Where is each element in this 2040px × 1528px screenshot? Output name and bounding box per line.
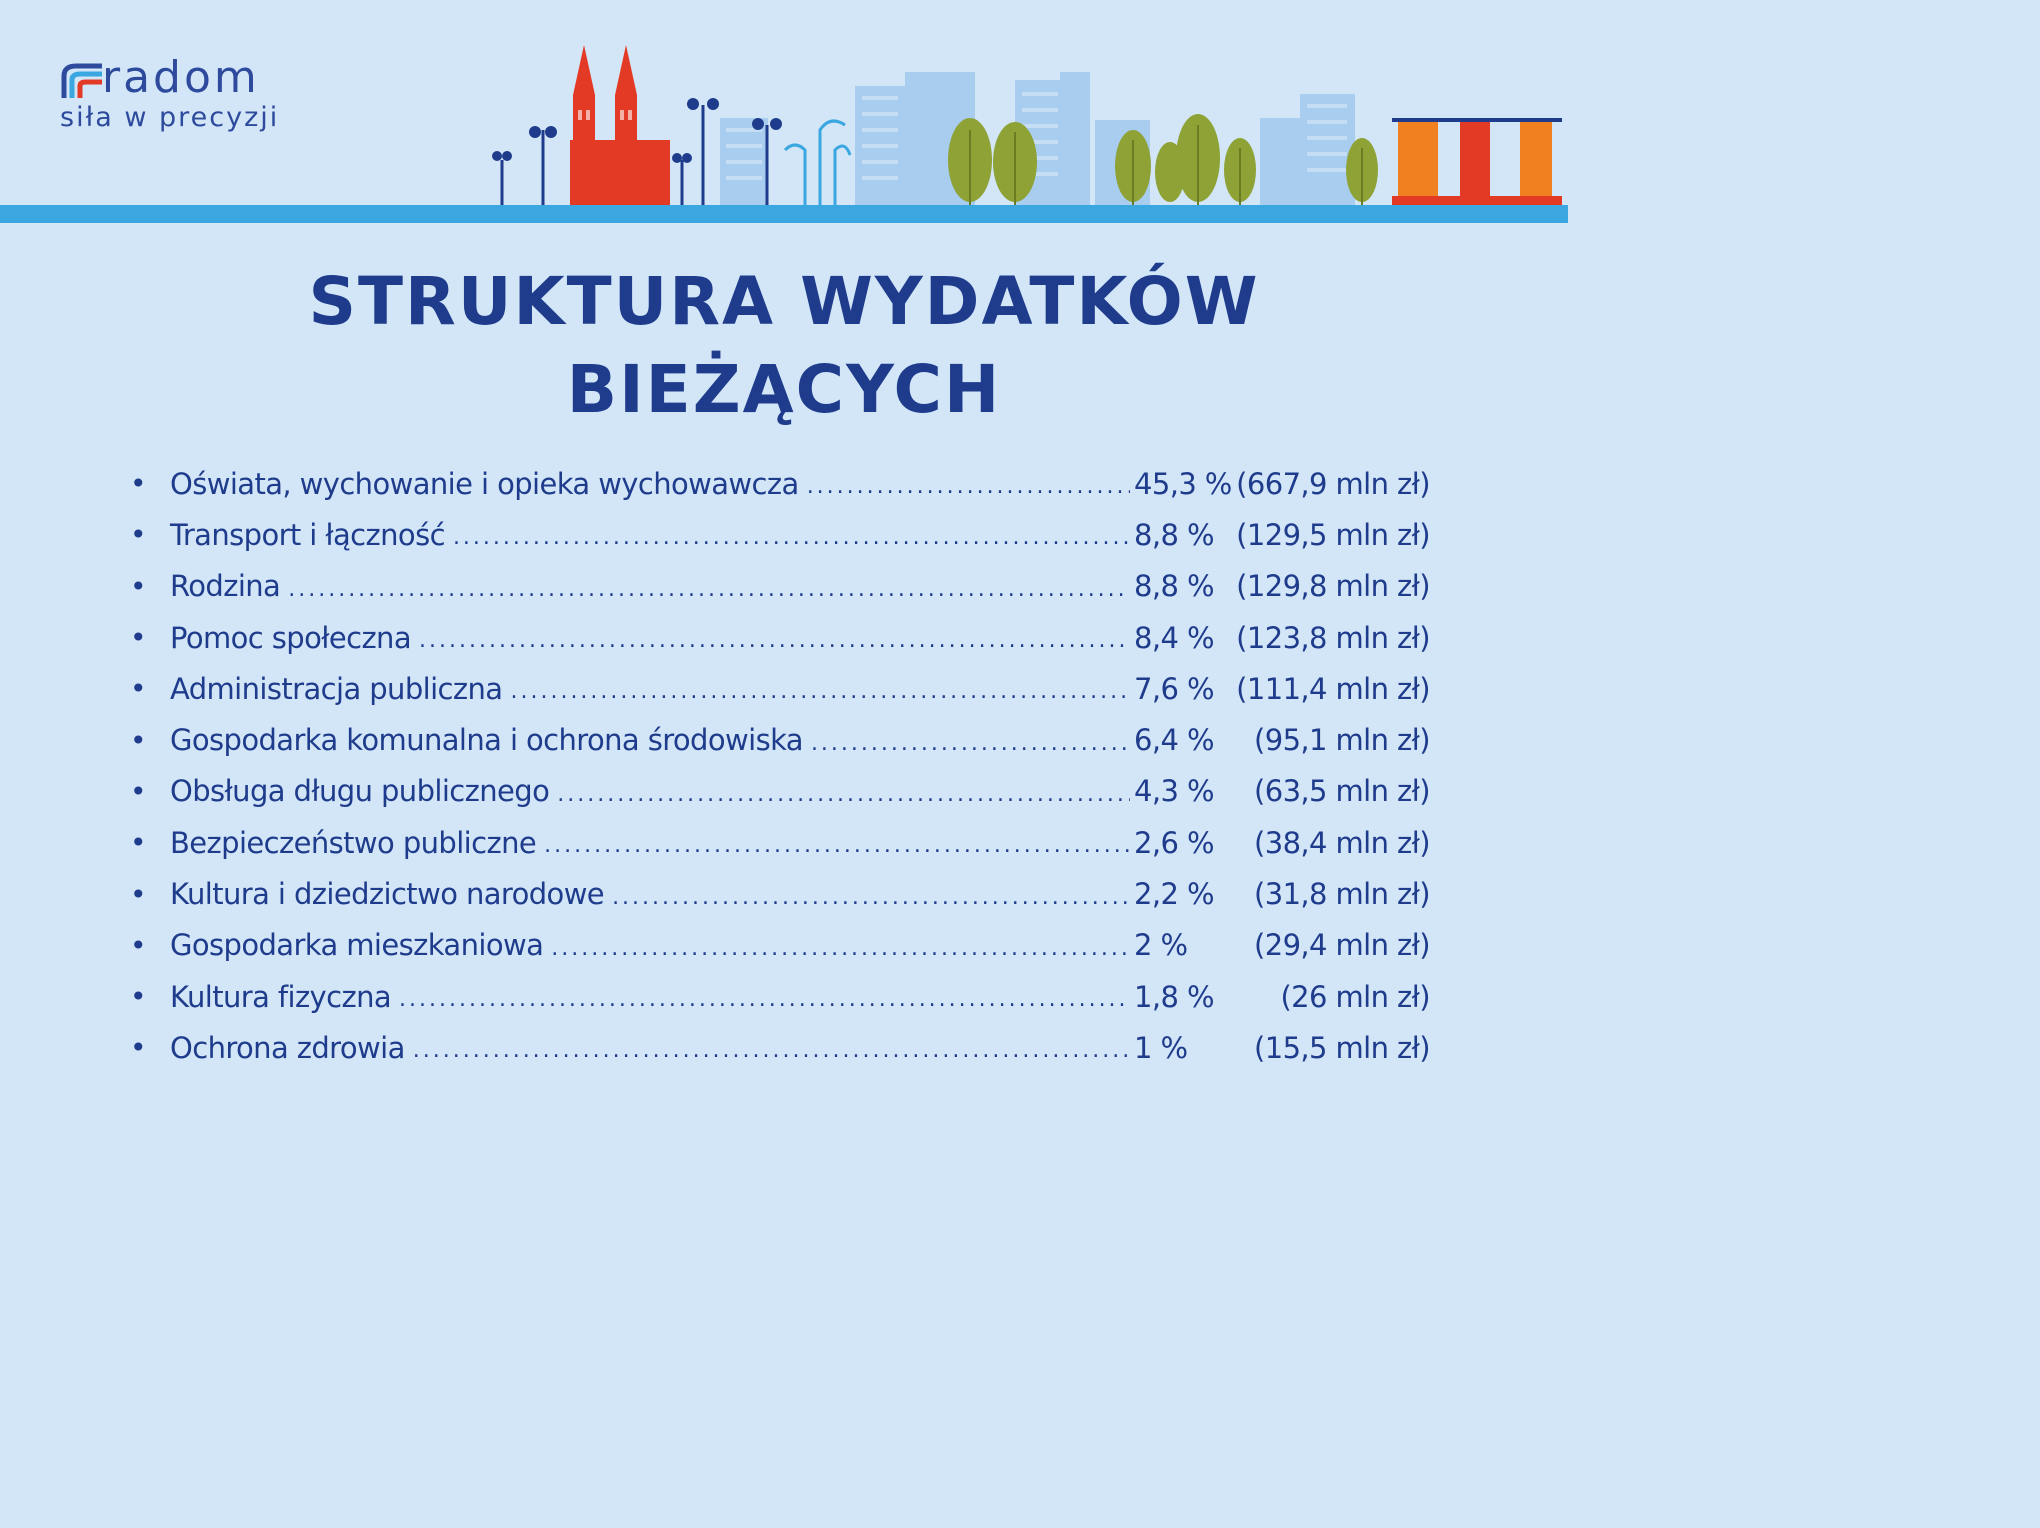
radom-logo: radom siła w precyzji — [60, 52, 280, 134]
item-percent: 2,2 % — [1134, 877, 1215, 912]
item-label: Pomoc społeczna — [170, 620, 412, 655]
item-label: Kultura i dziedzictwo narodowe — [170, 877, 605, 912]
item-percent: 2,6 % — [1134, 825, 1215, 860]
item-amount: (667,9 mln zł) — [1236, 466, 1430, 501]
list-item: • Kultura fizyczna.......................… — [130, 971, 1431, 1022]
item-percent: 8,4 % — [1134, 620, 1215, 655]
item-percent: 8,8 % — [1134, 517, 1215, 552]
bullet-icon: • — [130, 518, 147, 552]
bullet-icon: • — [130, 467, 147, 501]
item-label: Ochrona zdrowia — [170, 1030, 405, 1065]
list-item: • Transport i łączność...................… — [130, 509, 1431, 560]
expenditure-list: • Oświata, wychowanie i opieka wychowawcz… — [130, 458, 1431, 1074]
item-amount: (123,8 mln zł) — [1236, 620, 1430, 655]
item-label: Kultura fizyczna — [170, 979, 392, 1014]
bullet-icon: • — [130, 826, 147, 860]
item-label: Bezpieczeństwo publiczne — [170, 825, 537, 860]
dot-leader: ........................................… — [452, 525, 1130, 551]
dot-leader: ........................................… — [806, 474, 1130, 500]
item-percent: 2 % — [1134, 928, 1188, 963]
bullet-icon: • — [130, 569, 147, 603]
dot-leader: ........................................… — [288, 576, 1130, 602]
item-amount: (111,4 mln zł) — [1236, 671, 1430, 706]
item-amount: (15,5 mln zł) — [1254, 1030, 1431, 1065]
bullet-icon: • — [130, 877, 147, 911]
list-item: • Oświata, wychowanie i opieka wychowawcz… — [130, 458, 1431, 509]
list-item: • Ochrona zdrowia........................… — [130, 1022, 1431, 1073]
city-skyline-illustration — [0, 45, 1568, 223]
item-percent: 4,3 % — [1134, 774, 1215, 809]
item-amount: (95,1 mln zł) — [1254, 723, 1431, 758]
radom-logo-mark-icon — [61, 63, 102, 98]
bullet-icon: • — [130, 723, 147, 757]
header: radom siła w precyzji — [0, 0, 1568, 225]
item-percent: 1,8 % — [1134, 979, 1215, 1014]
item-label: Obsługa długu publicznego — [170, 774, 550, 809]
dot-leader: ........................................… — [810, 730, 1130, 756]
list-item: • Gospodarka komunalna i ochrona środowis… — [130, 714, 1431, 765]
item-amount: (26 mln zł) — [1280, 979, 1430, 1014]
bullet-icon: • — [130, 774, 147, 808]
bullet-icon: • — [130, 980, 147, 1014]
item-label: Transport i łączność — [170, 517, 446, 552]
bullet-icon: • — [130, 1031, 147, 1065]
list-item: • Obsługa długu publicznego..............… — [130, 766, 1431, 817]
bullet-icon: • — [130, 672, 147, 706]
item-amount: (38,4 mln zł) — [1254, 825, 1431, 860]
list-item: • Kultura i dziedzictwo narodowe.........… — [130, 868, 1431, 919]
item-label: Rodzina — [170, 569, 281, 604]
list-item: • Bezpieczeństwo publiczne...............… — [130, 817, 1431, 868]
dot-leader: ........................................… — [544, 833, 1130, 859]
item-percent: 7,6 % — [1134, 671, 1215, 706]
item-percent: 1 % — [1134, 1030, 1188, 1065]
bullet-icon: • — [130, 928, 147, 962]
item-amount: (31,8 mln zł) — [1254, 877, 1431, 912]
item-percent: 45,3 % — [1134, 466, 1232, 501]
list-item: • Gospodarka mieszkaniowa................… — [130, 920, 1431, 971]
item-label: Gospodarka mieszkaniowa — [170, 928, 544, 963]
dot-leader: ........................................… — [412, 1038, 1130, 1064]
dot-leader: ........................................… — [419, 628, 1130, 654]
item-label: Administracja publiczna — [170, 671, 503, 706]
logo-wordmark: radom — [102, 52, 260, 103]
list-item: • Administracja publiczna................… — [130, 663, 1431, 714]
list-item: • Pomoc społeczna........................… — [130, 612, 1431, 663]
item-percent: 8,8 % — [1134, 569, 1215, 604]
dot-leader: ........................................… — [612, 884, 1130, 910]
dot-leader: ........................................… — [510, 679, 1130, 705]
dot-leader: ........................................… — [557, 781, 1130, 807]
logo-tagline: siła w precyzji — [60, 102, 280, 133]
item-amount: (63,5 mln zł) — [1254, 774, 1431, 809]
item-label: Gospodarka komunalna i ochrona środowisk… — [170, 723, 804, 758]
bullet-icon: • — [130, 621, 147, 655]
list-item: • Rodzina................................… — [130, 561, 1431, 612]
title-line-2: BIEŻĄCYCH — [566, 351, 1002, 428]
item-label: Oświata, wychowanie i opieka wychowawcza — [170, 466, 799, 501]
dot-leader: ........................................… — [551, 935, 1130, 961]
item-percent: 6,4 % — [1134, 723, 1215, 758]
item-amount: (129,5 mln zł) — [1236, 517, 1430, 552]
item-amount: (29,4 mln zł) — [1254, 928, 1431, 963]
page-title: STRUKTURA WYDATKÓW BIEŻĄCYCH — [0, 258, 1568, 434]
title-line-1: STRUKTURA WYDATKÓW — [308, 263, 1260, 340]
dot-leader: ........................................… — [399, 987, 1130, 1013]
item-amount: (129,8 mln zł) — [1236, 569, 1430, 604]
